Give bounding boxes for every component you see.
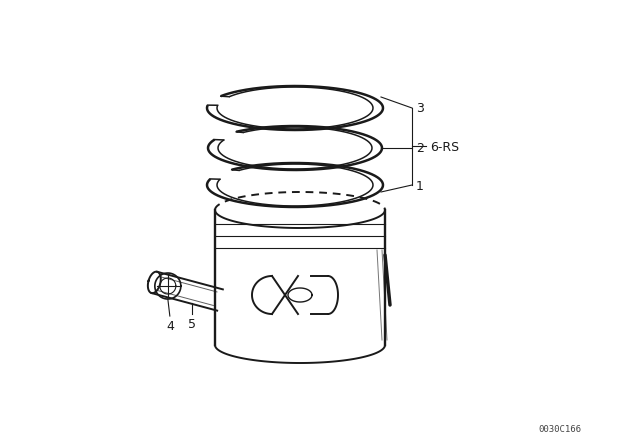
Text: 1: 1 — [416, 180, 424, 193]
Text: 4: 4 — [166, 319, 174, 332]
Text: 3: 3 — [416, 103, 424, 116]
Text: 0030C166: 0030C166 — [538, 426, 582, 435]
Text: 2: 2 — [416, 142, 424, 155]
Text: 5: 5 — [188, 318, 196, 331]
Text: 6-RS: 6-RS — [430, 141, 459, 154]
